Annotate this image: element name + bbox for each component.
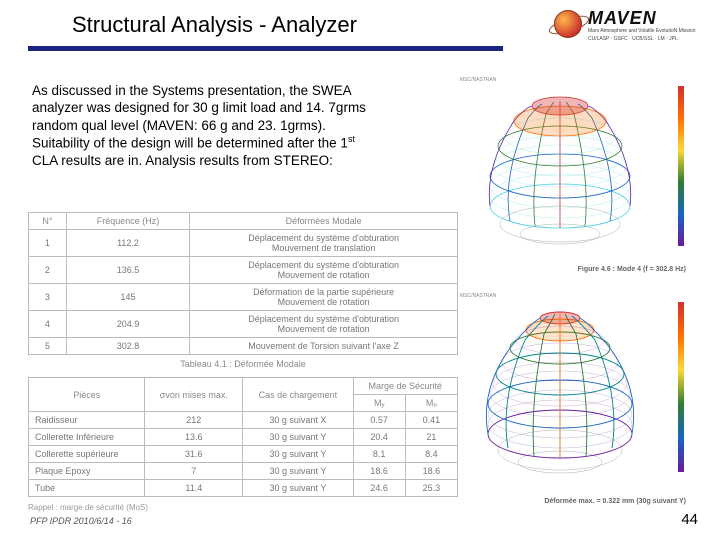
logo-planet-icon	[554, 10, 582, 38]
table-row: Raidisseur21230 g suivant X0.570.41	[29, 412, 458, 429]
table-cell: 20.4	[353, 429, 405, 446]
table-cell: 11.4	[145, 480, 243, 497]
table-cell: 302.8	[66, 338, 189, 355]
table2-footnote: Rappel : marge de sécurité (MoS)	[28, 503, 458, 512]
table-cell: 30 g suivant X	[243, 412, 353, 429]
table-row: Plaque Epoxy730 g suivant Y18.618.6	[29, 463, 458, 480]
table-header: Déformées Modale	[190, 213, 458, 230]
table-cell: 145	[66, 284, 189, 311]
table-cell: 13.6	[145, 429, 243, 446]
modal-frequency-table: N°Fréquence (Hz)Déformées Modale 1112.2D…	[28, 212, 458, 355]
logo-subtitle-1: Mars Atmosphere and Volatile EvolutioN M…	[588, 28, 696, 34]
table-cell: 8.1	[353, 446, 405, 463]
table-cell: 30 g suivant Y	[243, 429, 353, 446]
table-cell: 136.5	[66, 257, 189, 284]
table-row: 2136.5Déplacement du système d'obturatio…	[29, 257, 458, 284]
fig2-header-label: MSC/NASTRAN	[460, 294, 520, 300]
table-cell: 3	[29, 284, 67, 311]
table-cell: 4	[29, 311, 67, 338]
safety-margin-table: Piècesσvon mises max.Cas de chargementMa…	[28, 377, 458, 497]
table-subheader: Mᵧ	[353, 395, 405, 412]
paragraph-sup: st	[348, 134, 355, 144]
table-cell: Collerette Inférieure	[29, 429, 145, 446]
table-cell: 18.6	[405, 463, 457, 480]
fea-figure-mode4	[460, 76, 690, 268]
table-row: Collerette Inférieure13.630 g suivant Y2…	[29, 429, 458, 446]
logo-subtitle-2: CU/LASP · GSFC · UCB/SSL · LM · JPL	[588, 36, 678, 42]
table-cell: Déplacement du système d'obturationMouve…	[190, 311, 458, 338]
title-rule	[28, 46, 503, 51]
table1-caption: Tableau 4.1 : Déformée Modale	[28, 359, 458, 369]
fea-figure-deformation	[460, 292, 690, 492]
table-cell: 30 g suivant Y	[243, 446, 353, 463]
table-cell: 112.2	[66, 230, 189, 257]
table-cell: 212	[145, 412, 243, 429]
table-cell: 0.41	[405, 412, 457, 429]
table-header: Pièces	[29, 378, 145, 412]
fig1-caption: Figure 4.6 : Mode 4 (f = 302.8 Hz)	[578, 266, 686, 273]
table-cell: Déplacement du système d'obturationMouve…	[190, 230, 458, 257]
maven-logo: MAVEN Mars Atmosphere and Volatile Evolu…	[552, 8, 702, 48]
fig2-caption: Déformée max. = 0.322 mm (30g suivant Y)	[544, 498, 686, 505]
table-cell: 24.6	[353, 480, 405, 497]
table-header: Cas de chargement	[243, 378, 353, 412]
table-cell: 0.57	[353, 412, 405, 429]
table-cell: Collerette supérieure	[29, 446, 145, 463]
page-title: Structural Analysis - Analyzer	[72, 12, 357, 38]
tables-container: N°Fréquence (Hz)Déformées Modale 1112.2D…	[28, 212, 458, 512]
table-cell: 2	[29, 257, 67, 284]
table-cell: 1	[29, 230, 67, 257]
table-cell: 204.9	[66, 311, 189, 338]
page-number: 44	[681, 511, 698, 528]
table-row: Collerette supérieure31.630 g suivant Y8…	[29, 446, 458, 463]
table-row: 1112.2Déplacement du système d'obturatio…	[29, 230, 458, 257]
table-cell: Raidisseur	[29, 412, 145, 429]
table-header: N°	[29, 213, 67, 230]
table-row: 5302.8Mouvement de Torsion suivant l'axe…	[29, 338, 458, 355]
table-row: 3145Déformation de la partie supérieureM…	[29, 284, 458, 311]
table-cell: 31.6	[145, 446, 243, 463]
intro-paragraph: As discussed in the Systems presentation…	[32, 82, 372, 169]
table-cell: 30 g suivant Y	[243, 480, 353, 497]
table-header: σvon mises max.	[145, 378, 243, 412]
table-row: Tube11.430 g suivant Y24.625.3	[29, 480, 458, 497]
table-cell: 21	[405, 429, 457, 446]
table-header: Marge de Sécurité	[353, 378, 457, 395]
paragraph-part-b: CLA results are in. Analysis results fro…	[32, 153, 333, 168]
footer-doc-id: PFP IPDR 2010/6/14 - 16	[30, 516, 132, 526]
table-cell: Déformation de la partie supérieureMouve…	[190, 284, 458, 311]
table-cell: 25.3	[405, 480, 457, 497]
logo-wordmark: MAVEN	[588, 8, 657, 29]
table-cell: 8.4	[405, 446, 457, 463]
paragraph-part-a: As discussed in the Systems presentation…	[32, 83, 366, 150]
table-row: 4204.9Déplacement du système d'obturatio…	[29, 311, 458, 338]
table-cell: 18.6	[353, 463, 405, 480]
table-cell: 30 g suivant Y	[243, 463, 353, 480]
table-cell: Déplacement du système d'obturationMouve…	[190, 257, 458, 284]
table-cell: 7	[145, 463, 243, 480]
fig1-header-label: MSC/NASTRAN	[460, 78, 520, 84]
table-cell: Mouvement de Torsion suivant l'axe Z	[190, 338, 458, 355]
table-cell: 5	[29, 338, 67, 355]
table-cell: Plaque Epoxy	[29, 463, 145, 480]
table-header: Fréquence (Hz)	[66, 213, 189, 230]
table-subheader: Mᵤ	[405, 395, 457, 412]
table-cell: Tube	[29, 480, 145, 497]
